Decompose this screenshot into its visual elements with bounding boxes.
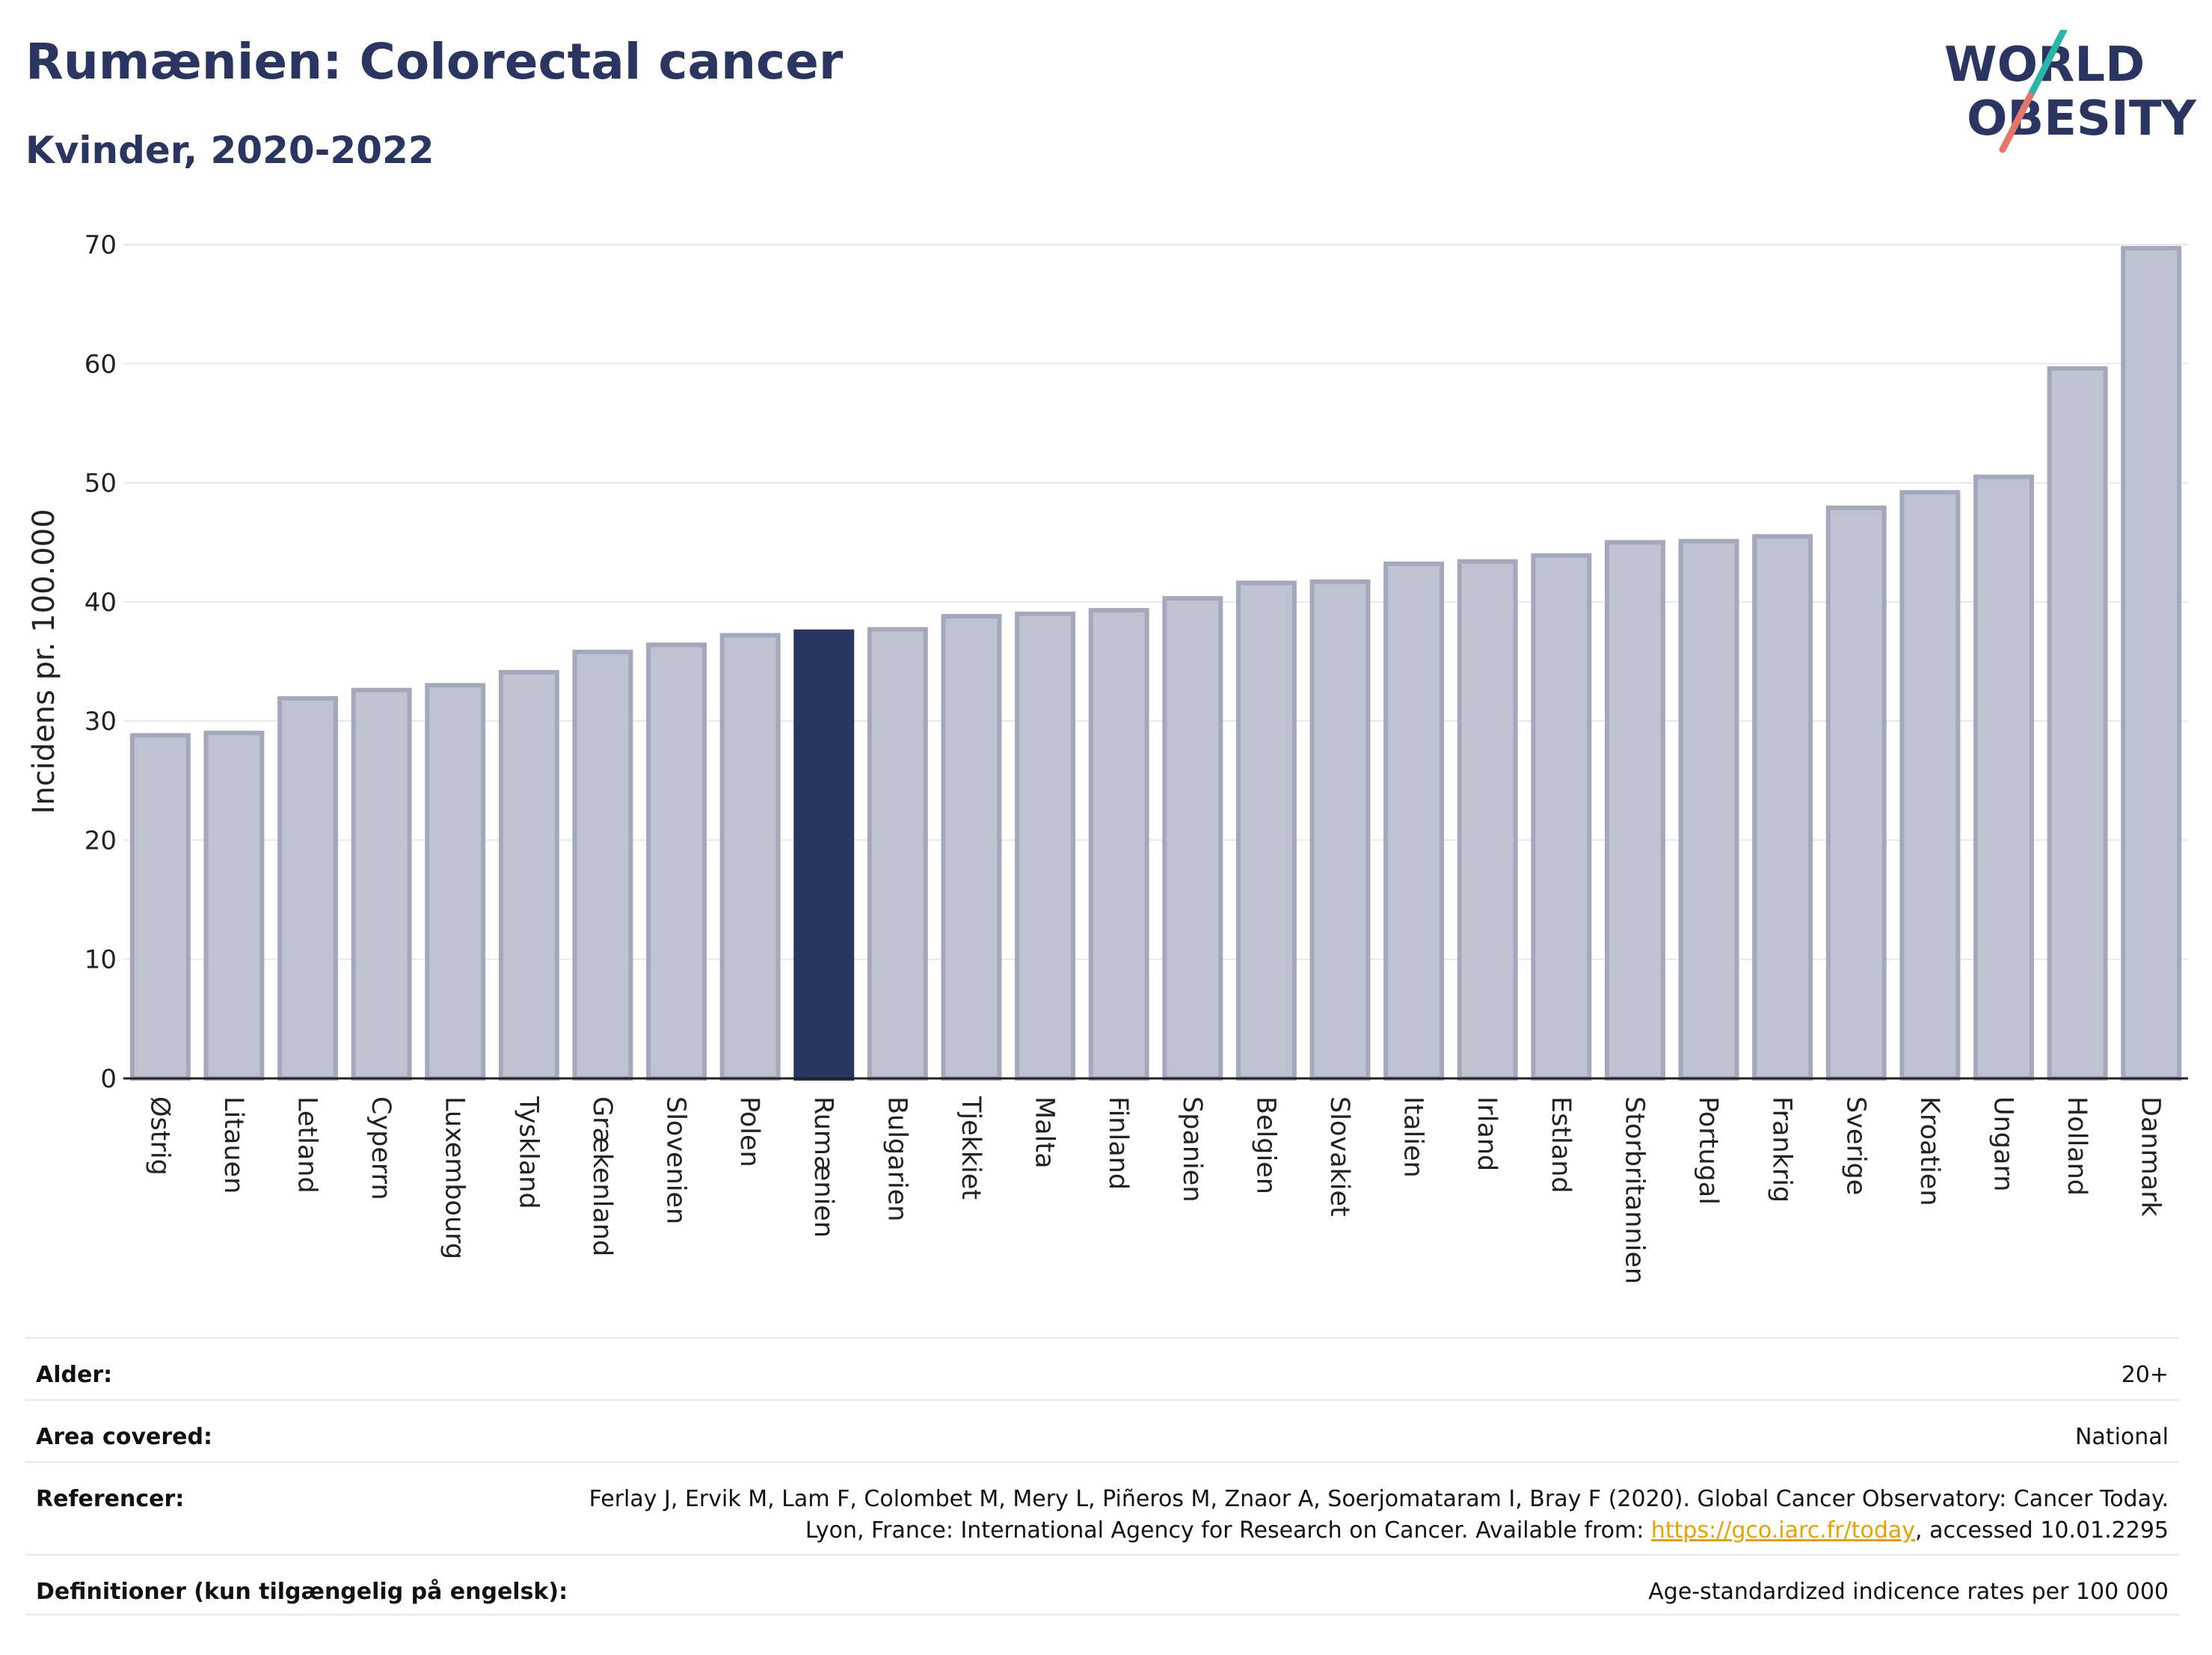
y-tick-label: 0	[100, 1064, 117, 1094]
x-tick-label: Estland	[1546, 1096, 1576, 1194]
bar-bulgarien	[867, 627, 928, 1081]
bar-tyskland	[498, 669, 559, 1081]
meta-value: 20+	[2121, 1362, 2169, 1388]
metadata-table: Alder: 20+ Area covered: National Refere…	[25, 1337, 2179, 1615]
meta-label: Area covered:	[36, 1424, 212, 1450]
x-tick-label: Grækenland	[587, 1096, 617, 1256]
bar-chart: 0 10 20 30 40 50 60 70 Incidens pr. 100.000 Østri…	[27, 230, 2188, 1284]
x-tick-label: Bulgarien	[882, 1096, 912, 1221]
x-tick-label: Holland	[2062, 1096, 2092, 1196]
bar-luxembourg	[425, 683, 486, 1081]
reference-text: Ferlay J, Ervik M, Lam F, Colombet M, Me…	[589, 1486, 2169, 1544]
x-tick-label: Kroatien	[1914, 1096, 1944, 1206]
x-tick-label: Slovenien	[661, 1096, 691, 1224]
bar-danmark	[2121, 245, 2182, 1081]
x-tick-label: Storbritannien	[1619, 1096, 1649, 1284]
x-tick-label: Italien	[1398, 1096, 1428, 1178]
y-tick-label: 40	[85, 588, 117, 618]
bar-estland	[1531, 553, 1592, 1081]
logo-line2: OBESITY	[1967, 91, 2196, 147]
meta-row-references: Referencer: Ferlay J, Ervik M, Lam F, Co…	[25, 1461, 2179, 1554]
y-tick-label: 30	[85, 707, 117, 737]
meta-value: Age-standardized indicence rates per 100…	[1648, 1579, 2169, 1605]
x-tick-label: Ungarn	[1988, 1096, 2018, 1191]
meta-label: Referencer:	[36, 1486, 185, 1512]
meta-row-definitions: Definitioner (kun tilgængelig på engelsk…	[25, 1554, 2179, 1615]
x-tick-label: Tyskland	[513, 1096, 543, 1209]
meta-label: Definitioner (kun tilgængelig på engelsk…	[36, 1579, 568, 1605]
reference-link[interactable]: https://gco.iarc.fr/today	[1650, 1517, 1916, 1544]
x-tick-label: Litauen	[218, 1096, 248, 1194]
bar-belgien	[1235, 580, 1297, 1081]
bar-rumænien	[793, 629, 855, 1081]
x-tick-label: Danmark	[2136, 1096, 2166, 1218]
bar-grækenland	[572, 649, 633, 1081]
logo-accent-coral	[1999, 92, 2034, 153]
y-tick-label: 60	[85, 349, 117, 379]
bar-letland	[277, 696, 338, 1081]
bar-tjekkiet	[941, 613, 1002, 1081]
bar-portugal	[1678, 538, 1739, 1081]
bar-polen	[719, 633, 781, 1081]
x-tick-label: Portugal	[1693, 1096, 1723, 1205]
x-tick-label: Rumænien	[808, 1096, 838, 1238]
x-tick-label: Finland	[1103, 1096, 1133, 1190]
chart-title: Rumænien: Colorectal cancer	[25, 33, 844, 90]
bar-kroatien	[1899, 490, 1961, 1081]
bar-cyperrn	[351, 687, 412, 1081]
bar-slovenien	[646, 642, 707, 1081]
logo-accent-teal	[2027, 30, 2068, 99]
bar-ungarn	[1973, 474, 2034, 1081]
x-tick-label: Spanien	[1177, 1096, 1207, 1203]
x-tick-label: Østrig	[144, 1096, 174, 1176]
meta-value: Ferlay J, Ervik M, Lam F, Colombet M, Me…	[561, 1484, 2169, 1547]
bar-spanien	[1162, 596, 1223, 1081]
y-axis-title: Incidens pr. 100.000	[27, 509, 61, 814]
x-tick-label: Cyperrn	[366, 1096, 396, 1200]
y-tick-label: 10	[85, 945, 117, 975]
x-tick-label: Malta	[1030, 1096, 1060, 1169]
meta-value: National	[2074, 1424, 2169, 1450]
x-tick-label: Luxembourg	[440, 1096, 470, 1259]
x-tick-label: Belgien	[1250, 1096, 1280, 1194]
bar-irland	[1457, 559, 1518, 1081]
reference-accessed: , accessed 10.01.2295	[1915, 1517, 2169, 1544]
bar-østrig	[129, 733, 191, 1081]
bar-litauen	[203, 731, 265, 1081]
bar-holland	[2047, 366, 2108, 1081]
bar-storbritannien	[1604, 540, 1665, 1081]
meta-row-age: Alder: 20+	[25, 1337, 2179, 1399]
meta-label: Alder:	[36, 1362, 113, 1388]
meta-row-area: Area covered: National	[25, 1399, 2179, 1461]
y-tick-label: 50	[85, 469, 117, 499]
bar-malta	[1015, 611, 1076, 1081]
bar-slovakiet	[1309, 579, 1371, 1081]
world-obesity-logo: WORLD OBESITY	[1944, 30, 2196, 153]
y-tick-label: 70	[85, 230, 117, 260]
x-tick-label: Frankrig	[1767, 1096, 1797, 1203]
bar-sverige	[1825, 506, 1887, 1081]
x-tick-label: Letland	[292, 1096, 322, 1194]
bar-frankrig	[1752, 534, 1813, 1081]
bar-italien	[1383, 561, 1445, 1081]
chart-subtitle: Kvinder, 2020-2022	[25, 129, 434, 172]
x-tick-label: Sverige	[1840, 1096, 1870, 1195]
bar-finland	[1088, 608, 1149, 1081]
x-tick-label: Irland	[1472, 1096, 1502, 1171]
x-tick-label: Polen	[734, 1096, 764, 1167]
x-tick-label: Tjekkiet	[956, 1096, 986, 1200]
y-tick-label: 20	[85, 826, 117, 856]
x-tick-label: Slovakiet	[1324, 1096, 1354, 1217]
